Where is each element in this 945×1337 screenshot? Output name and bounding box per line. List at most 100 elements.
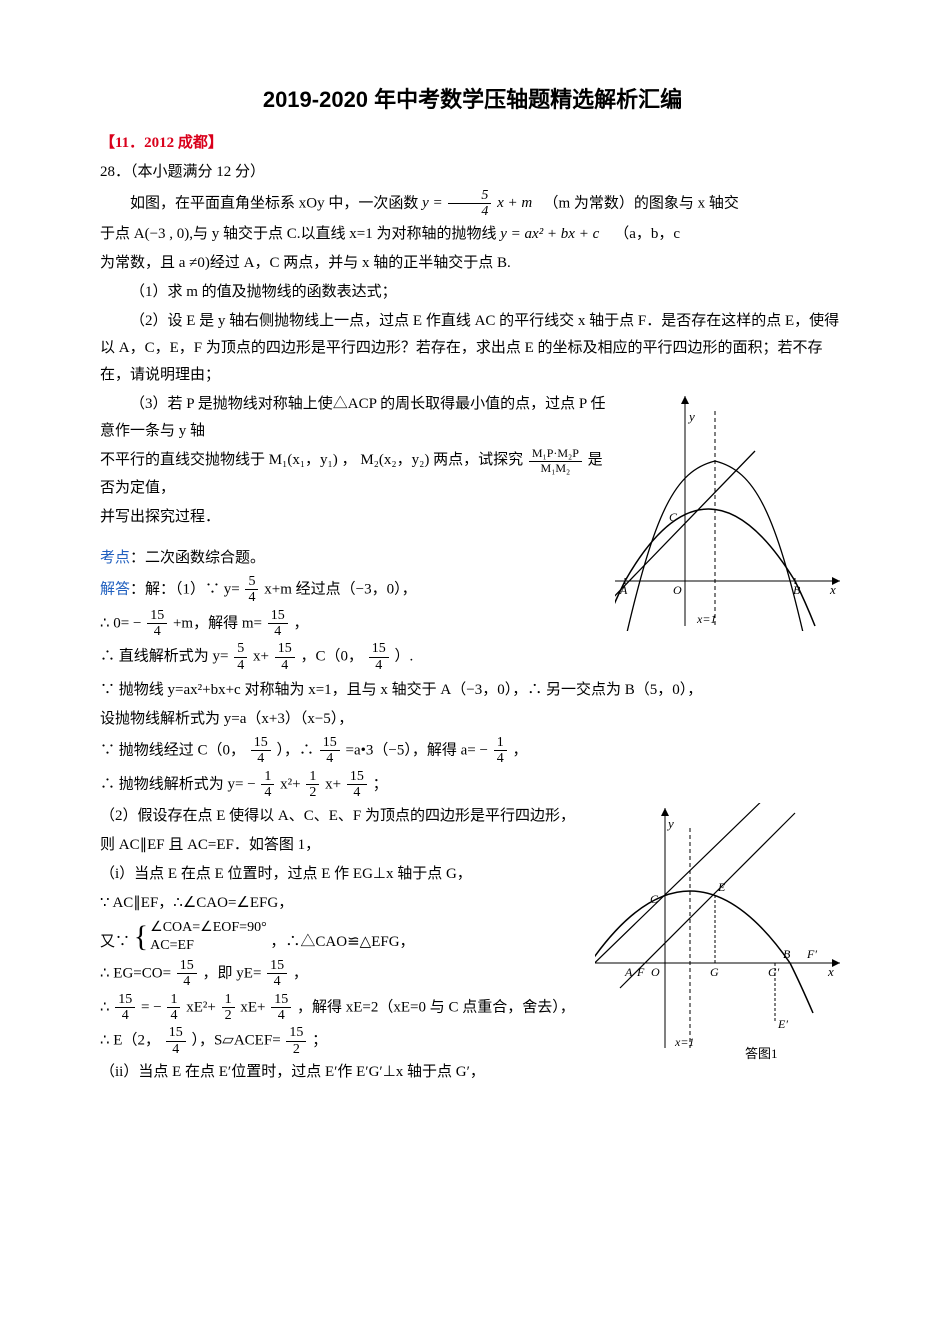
text: ：解：（1）∵ y= [130, 581, 240, 597]
svg-text:G′: G′ [768, 965, 780, 979]
figure-1: y x O A B C x=1 [615, 391, 845, 631]
fraction: 54 [234, 641, 247, 673]
solution-line-4: ∵ 抛物线 y=ax²+bx+c 对称轴为 x=1，且与 x 轴交于 A（−3，… [100, 677, 845, 704]
den: 2 [306, 785, 319, 800]
fraction-mp: M₁P·M₂P M₁M₂ [529, 447, 582, 474]
eq-lhs: y = [422, 195, 443, 211]
den: 4 [275, 658, 295, 673]
svg-text:E′: E′ [777, 1017, 788, 1031]
text: x+m 经过点（−3，0）， [264, 581, 416, 597]
m1: M₁(x₁，y₁) [269, 453, 338, 469]
num: 15 [275, 641, 295, 657]
parabola-graph-svg: y x O A B C x=1 [615, 391, 845, 631]
numerator: 5 [448, 188, 491, 204]
num: 15 [369, 641, 389, 657]
fraction: 154 [275, 641, 295, 673]
text: 两点，试探究 [433, 453, 527, 469]
text: xE²+ [186, 999, 216, 1015]
text: ）. [394, 649, 413, 665]
cases-brace: { ∠COA=∠EOF=90° AC=EF [134, 919, 267, 955]
num: 15 [320, 735, 340, 751]
text: ∴ [100, 999, 113, 1015]
svg-text:F′: F′ [806, 947, 817, 961]
fraction: 5 4 [448, 188, 491, 220]
text: ， [293, 965, 308, 981]
equation: y = 5 4 x + m [422, 195, 536, 211]
text: ，即 yE= [203, 965, 262, 981]
den: 4 [320, 751, 340, 766]
den: 4 [234, 658, 247, 673]
den: 4 [166, 1042, 186, 1057]
text: 又∵ [100, 934, 130, 950]
text: x+ [253, 649, 269, 665]
problem-line-1: 如图，在平面直角坐标系 xOy 中，一次函数 y = 5 4 x + m （m … [100, 188, 845, 220]
denominator: 4 [448, 204, 491, 219]
y-axis-label: y [687, 409, 695, 424]
brace-icon: { [134, 922, 148, 952]
fraction: 154 [271, 992, 291, 1024]
den: 4 [369, 658, 389, 673]
num: 1 [167, 992, 180, 1008]
num: 15 [147, 608, 167, 624]
question-1: （1）求 m 的值及抛物线的函数表达式； [100, 279, 845, 306]
den: 4 [115, 1008, 135, 1023]
text: 如图，在平面直角坐标系 xOy 中，一次函数 [130, 195, 422, 211]
text: =a•3（−5），解得 a= − [346, 742, 488, 758]
solution-line-6: ∵ 抛物线经过 C（0， 154 ），∴ 154 =a•3（−5），解得 a= … [100, 735, 845, 767]
fraction: 154 [347, 769, 367, 801]
text: ∴ 0= − [100, 615, 141, 631]
fraction: 14 [261, 769, 274, 801]
text: （a，b，c [614, 226, 680, 242]
den: 2 [222, 1008, 235, 1023]
den: 4 [267, 974, 287, 989]
svg-text:G: G [710, 965, 719, 979]
point-a-label: A [619, 583, 628, 597]
text: （m 为常数）的图象与 x 轴交 [544, 195, 739, 211]
x-axis-label: x [829, 582, 836, 597]
text: ，解得 xE=2（xE=0 与 C 点重合，舍去）， [297, 999, 575, 1015]
svg-text:C: C [650, 892, 659, 906]
text: ， [512, 742, 527, 758]
fraction: 154 [320, 735, 340, 767]
text: ， [342, 453, 361, 469]
num: 15 [166, 1025, 186, 1041]
den: 4 [271, 1008, 291, 1023]
fraction: 154 [251, 735, 271, 767]
point-c-label: C [669, 510, 678, 524]
origin-label: O [673, 583, 682, 597]
solution-line-7: ∴ 抛物线解析式为 y= − 14 x²+ 12 x+ 154 ； [100, 769, 845, 801]
page-title: 2019-2020 年中考数学压轴题精选解析汇编 [100, 80, 845, 120]
svg-text:y: y [666, 816, 674, 831]
text: ； [312, 1033, 327, 1049]
fraction: 154 [147, 608, 167, 640]
answer-figure-svg: y x O A A F G G′ B F′ C E E′ x=1 答图1 [595, 803, 845, 1063]
solution-line-3: ∴ 直线解析式为 y= 54 x+ 154 ，C（0， 154 ）. [100, 641, 845, 673]
fraction: 54 [245, 574, 258, 606]
text: x²+ [280, 776, 300, 792]
fraction: 12 [222, 992, 235, 1024]
fraction: 154 [369, 641, 389, 673]
eq-tail: x + m [497, 195, 532, 211]
text: ； [373, 776, 388, 792]
m2: M₂(x₂，y₂) [360, 453, 429, 469]
problem-line-3: 为常数，且 a ≠0)经过 A，C 两点，并与 x 轴的正半轴交于点 B. [100, 250, 845, 277]
num: 1 [494, 735, 507, 751]
num: 15 [271, 992, 291, 1008]
question-number: 28．（本小题满分 12 分） [100, 159, 845, 186]
fraction: 14 [494, 735, 507, 767]
solution-line-5: 设抛物线解析式为 y=a（x+3）（x−5）， [100, 706, 845, 733]
text: ∴ EG=CO= [100, 965, 171, 981]
text: = − [141, 999, 162, 1015]
case-2: AC=EF [150, 938, 194, 953]
den: 4 [261, 785, 274, 800]
keypoint-label: 考点 [100, 550, 130, 566]
answer-label: 解答 [100, 581, 130, 597]
den: 4 [494, 751, 507, 766]
denominator: M₁M₂ [529, 462, 582, 475]
den: 4 [147, 624, 167, 639]
num: 15 [268, 608, 288, 624]
fraction: 14 [167, 992, 180, 1024]
text: ），∴ [277, 742, 318, 758]
num: 5 [234, 641, 247, 657]
point-b-label: B [793, 583, 801, 597]
